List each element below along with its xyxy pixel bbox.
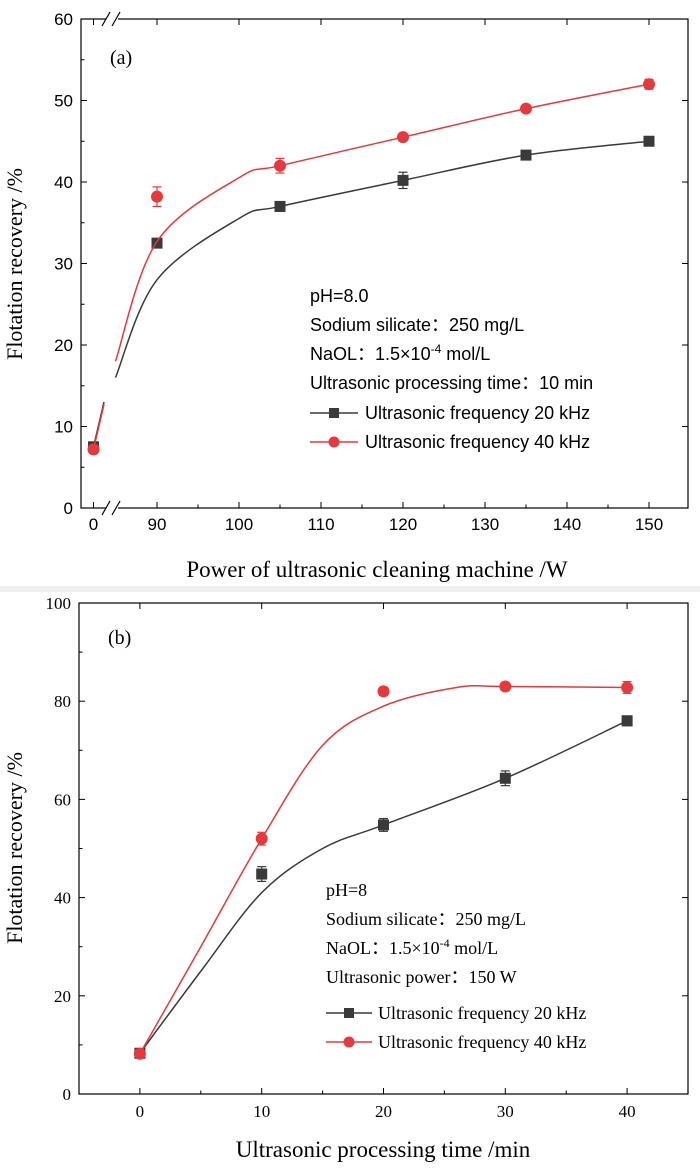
panel-a-annotation-silicate: Sodium silicate：250 mg/L (310, 315, 524, 335)
panel-a-break-mask-bottom (106, 500, 118, 516)
panel-b-ytick-label-1: 20 (54, 987, 71, 1006)
panel-b-series-20khz-point-4 (621, 715, 633, 727)
panel-b-xtick-label-2: 20 (375, 1102, 392, 1121)
panel-b-xtick-label-0: 0 (136, 1102, 145, 1121)
panel-b-series-20khz-point-2 (378, 819, 389, 831)
panel-b-ytick-label-3: 60 (54, 790, 71, 809)
panel-a-xtick-label-5: 130 (471, 515, 499, 534)
panel-b-annotation-power: Ultrasonic power：150 W (326, 967, 517, 987)
panel-a-xtick-label-4: 120 (389, 515, 417, 534)
panel-a-annotation-time: Ultrasonic processing time：10 min (310, 373, 593, 393)
panel-b-series-40khz-point-3 (499, 680, 512, 693)
panel-a-series-40khz-break-segment (92, 404, 105, 450)
panel-a-annotation-ph: pH=8.0 (310, 286, 369, 306)
panel-b-xtick-label-4: 40 (619, 1102, 636, 1121)
panel-a-plot: 0 10 20 30 40 50 60 0 90 100 110 120 130 140 150 (54, 10, 689, 534)
panel-b-legend: Ultrasonic frequency 20 kHz Ultrasonic f… (326, 1003, 586, 1052)
panel-b-legend-marker-40khz (343, 1036, 355, 1048)
panel-a-ytick-label-4: 40 (54, 173, 73, 192)
panel-a-xtick-label-2: 100 (225, 515, 253, 534)
panel-a-break-mask-top (106, 11, 118, 27)
panel-b-ytick-label-5: 100 (46, 594, 72, 613)
panel-b-annotations: pH=8 Sodium silicate：250 mg/L NaOL：1.5×1… (326, 880, 526, 987)
panel-a-ytick-label-2: 20 (54, 336, 73, 355)
panel-a-break-slash2-bottom (111, 500, 121, 516)
panel-a-annotation-naol: NaOL：1.5×10-4 mol/L (310, 342, 490, 364)
panel-a-series-40khz-point-2 (274, 159, 286, 172)
panel-b-series-40khz (133, 680, 634, 1060)
panel-b-ytick-label-0: 0 (63, 1085, 72, 1104)
panel-a-break-slash1-bottom (101, 500, 111, 516)
panel-b-label: (b) (108, 627, 131, 649)
panel-b-legend-marker-20khz (344, 1008, 354, 1018)
panel-b-series-40khz-point-2 (377, 685, 390, 698)
panel-b-ytick-label-4: 80 (54, 692, 71, 711)
panel-a-legend-marker-40khz (328, 436, 340, 448)
panel-b-legend-text-40khz: Ultrasonic frequency 40 kHz (378, 1032, 586, 1052)
panel-a-legend-text-20khz: Ultrasonic frequency 20 kHz (365, 403, 590, 423)
panel-a-ytick-label-0: 0 (64, 499, 73, 518)
panel-b-series-40khz-point-4 (621, 681, 634, 694)
panel-a-series-40khz-point-3 (397, 131, 409, 144)
panel-b-series-40khz-point-1 (255, 832, 268, 845)
panel-a-series-20khz-point-2 (274, 200, 286, 212)
panel-b-plot: 0 20 40 60 80 100 0 10 20 30 40 (46, 594, 689, 1121)
panel-b-series-20khz-point-3 (499, 772, 511, 784)
panel-a-series-40khz (87, 78, 655, 456)
panel-a-series-20khz-point-1 (151, 237, 163, 249)
panel-a-series-20khz-point-4 (520, 149, 532, 161)
panel-a-xtick-label-1: 90 (148, 515, 167, 534)
panel-b-xlabel: Ultrasonic processing time /min (236, 1137, 531, 1162)
panel-a-series-20khz-point-5 (643, 135, 655, 147)
panel-a-xtick-label-0: 0 (89, 515, 98, 534)
panel-b-annotation-ph: pH=8 (326, 880, 367, 900)
panel-b-ylabel: Flotation recovery /% (2, 752, 27, 944)
panel-a-legend-marker-20khz (329, 408, 339, 418)
panel-b-annotation-silicate: Sodium silicate：250 mg/L (326, 909, 526, 929)
panel-b-series-40khz-point-0 (133, 1047, 146, 1060)
panel-a-xtick-label-7: 150 (635, 515, 663, 534)
panel-a-xtick-label-3: 110 (307, 515, 334, 534)
panel-a-legend: Ultrasonic frequency 20 kHz Ultrasonic f… (310, 403, 590, 452)
panel-a-series-40khz-point-5 (643, 78, 655, 91)
panel-b-series-40khz-line (139, 684, 628, 1055)
panel-a-ytick-label-3: 30 (54, 255, 73, 274)
panel-a-annotations: pH=8.0 Sodium silicate：250 mg/L NaOL：1.5… (310, 286, 593, 393)
panel-a-ytick-label-1: 10 (54, 418, 73, 437)
panel-divider (0, 586, 700, 592)
panel-a-series-40khz-point-1 (151, 190, 163, 203)
panel-b-annotation-naol: NaOL：1.5×10-4 mol/L (326, 936, 498, 958)
panel-b-ytick-label-2: 40 (54, 889, 71, 908)
panel-a-legend-text-40khz: Ultrasonic frequency 40 kHz (365, 432, 590, 452)
panel-b-xtick-label-3: 30 (497, 1102, 514, 1121)
panel-a-ylabel: Flotation recovery /% (2, 168, 27, 360)
panel-b-legend-text-20khz: Ultrasonic frequency 20 kHz (378, 1003, 586, 1023)
panel-a-break-slash1-top (101, 11, 111, 27)
panel-a-series-40khz-point-4 (520, 102, 532, 115)
panel-a-xlabel: Power of ultrasonic cleaning machine /W (186, 557, 568, 582)
panel-b-xtick-label-1: 10 (253, 1102, 270, 1121)
panel-a-break-slash2-top (111, 11, 121, 27)
panel-a-series-20khz-point-3 (397, 174, 409, 186)
panel-b-series-20khz-point-1 (256, 868, 268, 880)
panel-a-series-20khz-line (114, 140, 650, 378)
panel-a-series-40khz-point-0 (87, 443, 100, 456)
panel-a-ytick-label-5: 50 (54, 92, 73, 111)
panel-a-xtick-label-6: 140 (553, 515, 581, 534)
panel-a-label: (a) (110, 47, 132, 69)
panel-a-ytick-label-6: 60 (54, 10, 73, 29)
